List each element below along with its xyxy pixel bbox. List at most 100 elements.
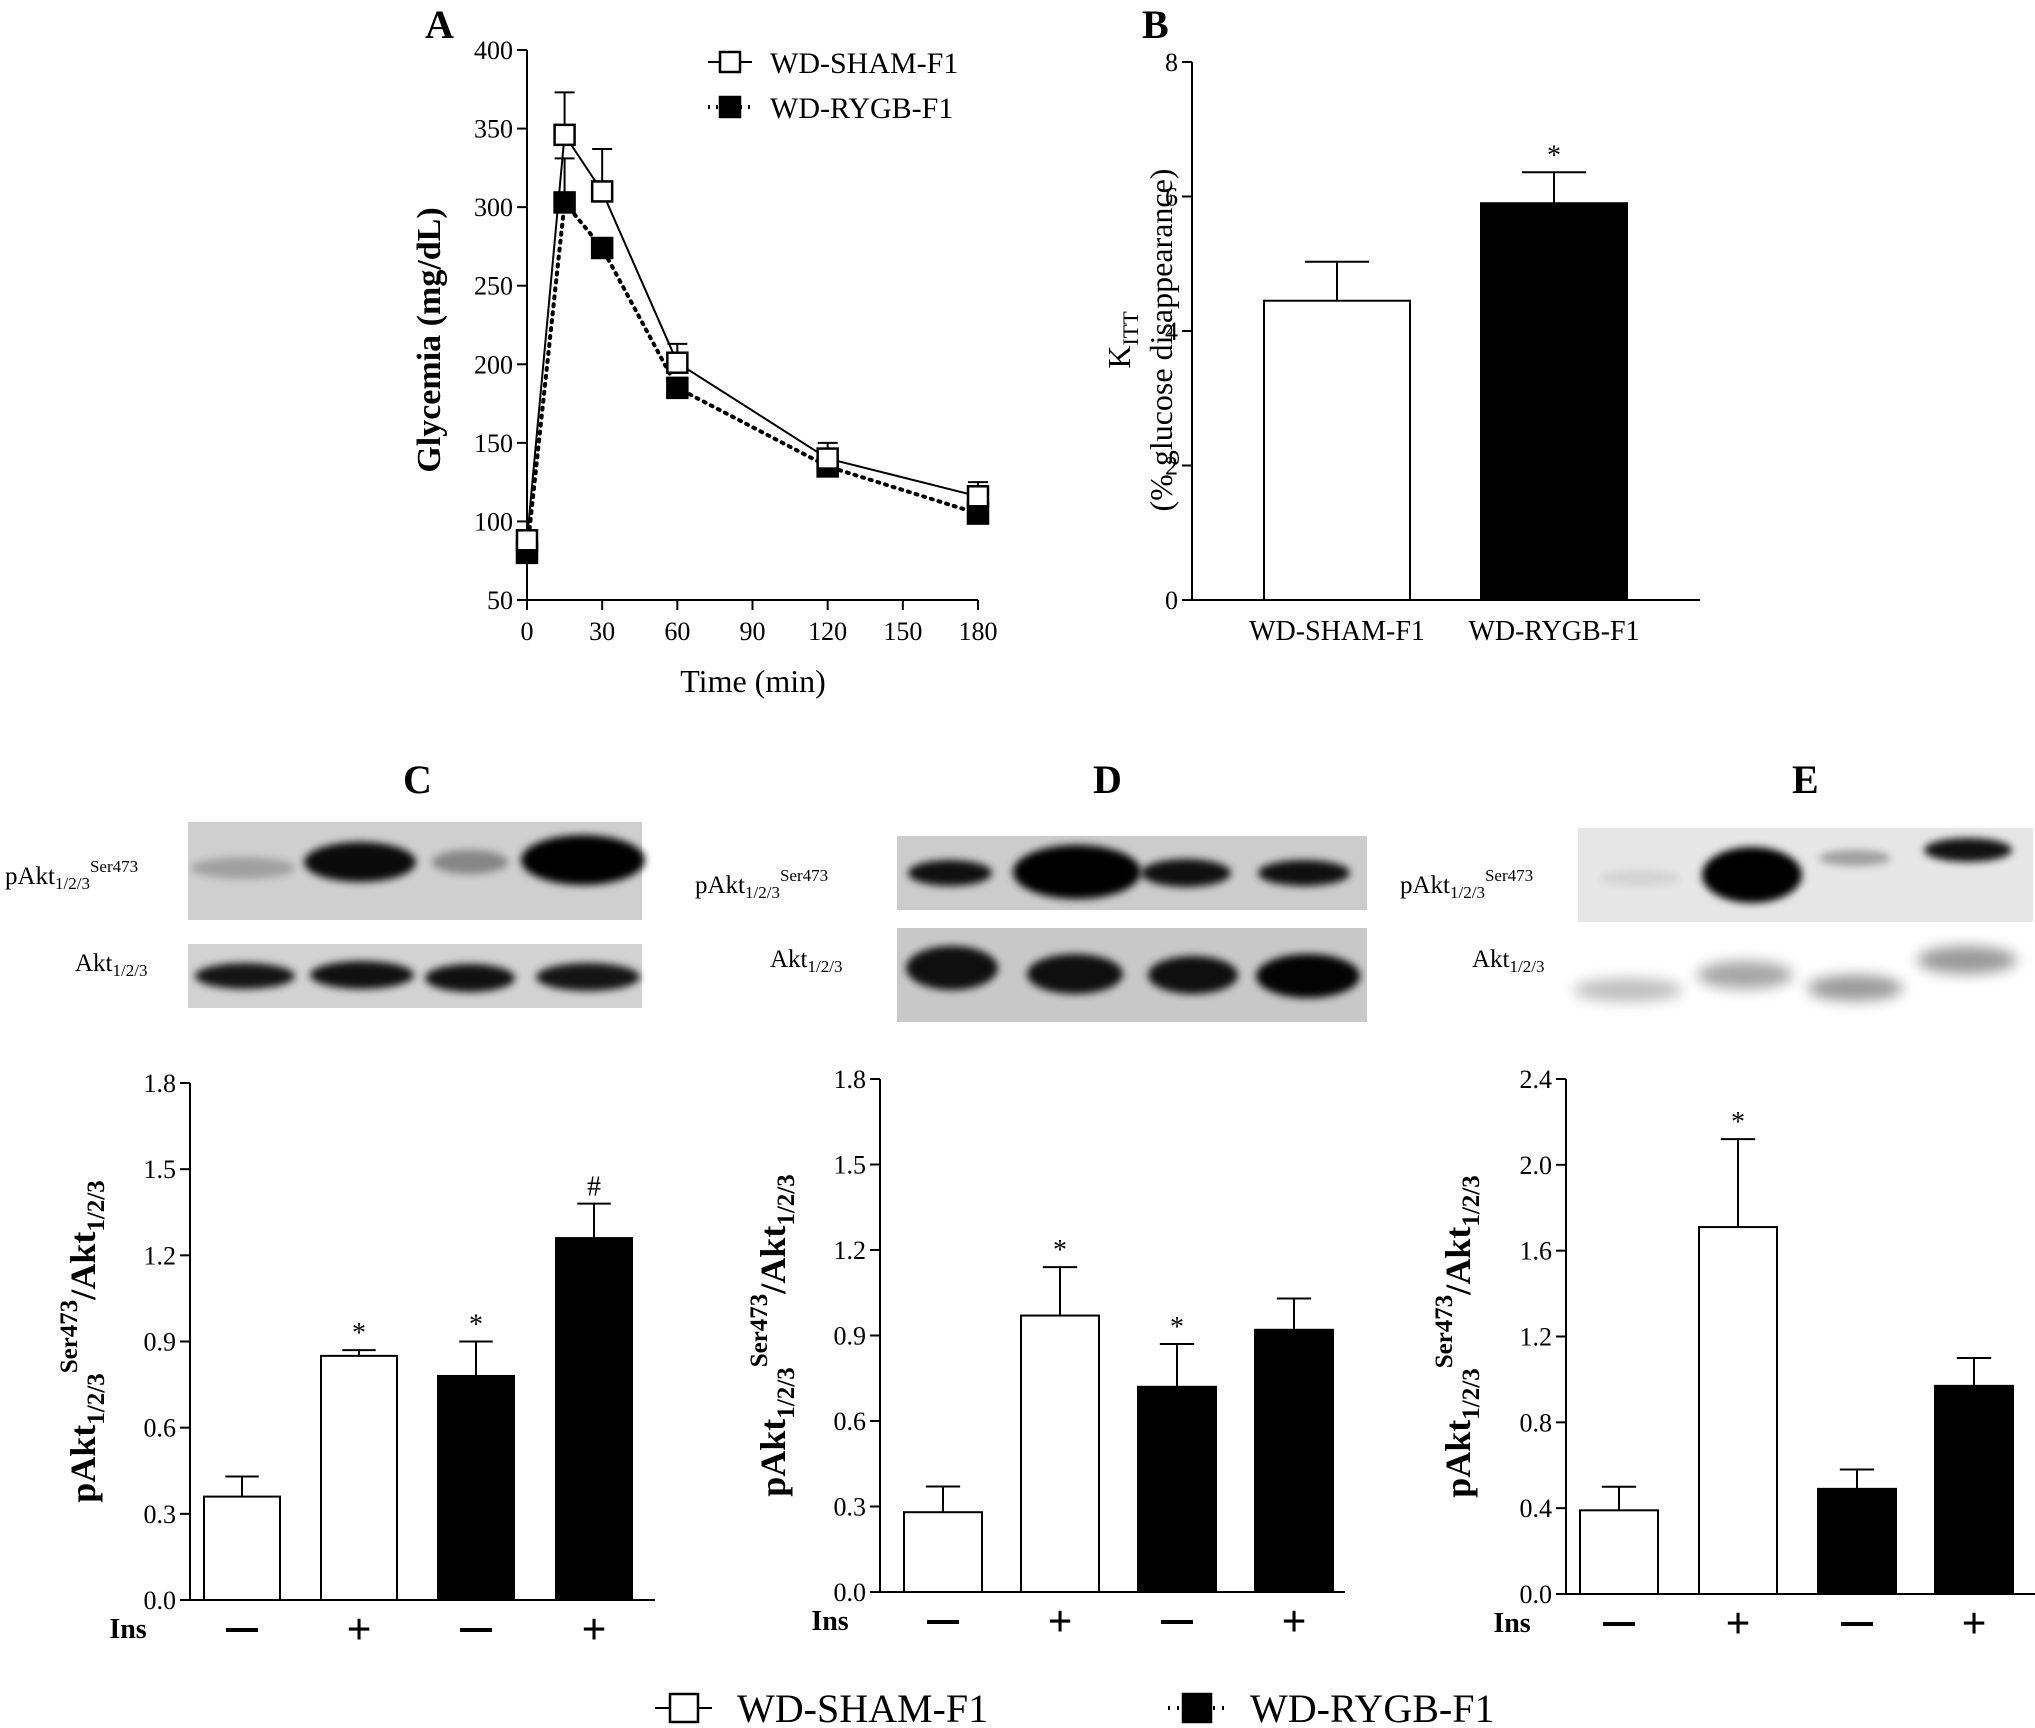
panel-d-ins-plus: + [1281,1597,1306,1646]
panel-a-xtick-label: 30 [589,617,615,646]
panel-c-annotation: # [587,1172,601,1203]
blot-e-pakt-band [1702,847,1802,903]
panel-d-ytick-label: 1.2 [834,1236,867,1265]
panel-a-xtick-label: 180 [959,617,998,646]
panel-c-ytick-label: 1.2 [144,1241,177,1270]
panel-b-ylabel-line2: (% glucose disappearance) [1143,169,1179,512]
panel-b-ytick-label: 0 [1165,586,1178,615]
panel-d-ylabel: pAkt1/2/3Ser473/Akt1/2/3 [746,1174,800,1496]
panel-e-bar [1934,1384,2014,1595]
blot-e-pakt-band [1600,870,1680,886]
panel-c-bar [555,1237,633,1601]
panel-c-ylabel-part: pAkt [63,1425,103,1503]
panel-a-ytick-label: 50 [487,586,513,615]
panel-c-ytick-label: 1.8 [144,1069,177,1098]
panel-e-bar [1817,1487,1897,1595]
panel-c-bar-chart: 0.00.30.60.91.21.51.8* *#Ins + +pAkt1/2/3Se… [56,1069,655,1654]
blot-e-pakt-band [1924,838,2012,862]
panel-d-ytick-label: 0.6 [834,1407,867,1436]
panel-e-ins-plus: + [1725,1599,1750,1648]
panel-a-rygb-point [666,376,689,400]
panel-a-ytick-label: 350 [474,115,513,144]
panel-d-bar [903,1511,983,1593]
blot-d-pakt-band [1141,859,1231,887]
blot-e-akt-band [1807,975,1903,1001]
panel-c-ylabel-part: 1/2/3 [83,1373,110,1424]
panel-c-annotation: * [469,1310,483,1341]
panel-e-ins-minus [1603,1622,1635,1626]
panel-e-bar-chart: 0.00.40.81.21.62.02.4*Ins + +pAkt1/2/3Ser4… [1431,1065,2035,1648]
panel-a-ytick-label: 150 [474,429,513,458]
panel-e-ylabel-part: Ser473 [1431,1295,1458,1369]
figure-legend-rygb-marker [1181,1692,1213,1724]
legend-sham-label: WD-SHAM-F1 [770,47,958,80]
blot-c-akt-band [425,964,515,992]
blot-e-akt-band [1573,978,1683,1002]
panel-a-ytick-label: 400 [474,36,513,65]
panel-letter-a: A [425,2,454,47]
panel-c-ins-minus [460,1628,492,1632]
panel-e-ytick-label: 0.0 [1520,1580,1553,1609]
panel-d-ytick-label: 0.3 [834,1493,867,1522]
panel-c-bar [437,1374,515,1602]
panel-a-xtick-label: 90 [740,617,766,646]
panel-a-rygb-line [525,197,980,555]
panel-c-annotation: * [352,1318,366,1349]
panel-a-xtick-label: 150 [883,617,922,646]
panel-d-ylabel-part: 1/2/3 [773,1367,800,1418]
blot-d-akt-band [1256,954,1360,998]
panel-a-xtick-label: 0 [521,617,534,646]
panel-c-ins-plus: + [346,1605,371,1654]
panel-b-category-label: WD-SHAM-F1 [1249,616,1425,647]
panel-c-ytick-label: 1.5 [144,1155,177,1184]
blot-c-akt-band [310,961,414,989]
panel-e-ylabel: pAkt1/2/3Ser473/Akt1/2/3 [1431,1175,1485,1497]
panel-b-bar-chart: KITT (% glucose disappearance) 0 2 4 6 8 * WD-… [1101,48,1700,647]
panel-c-ylabel-part: /Akt [63,1232,103,1301]
blot-c-pakt-band [521,835,645,885]
blot-d-pakt-band [1013,845,1141,899]
panel-a-sham-point [590,180,614,203]
panel-a-rygb-point [553,191,576,214]
panel-b-category-label: WD-RYGB-F1 [1468,616,1639,647]
panel-b-bar [1263,299,1411,601]
panel-d-ylabel-part: Ser473 [746,1294,773,1368]
panel-a-ytick-label: 300 [474,193,513,222]
panel-c-ins-plus: + [581,1605,606,1654]
panel-a-legend: WD-SHAM-F1 WD-RYGB-F1 [708,47,958,125]
blot-d-akt-label: Akt1/2/3 [770,946,843,976]
panel-e-ylabel-part: 1/2/3 [1458,1368,1485,1419]
panel-c-bar [203,1495,281,1601]
blot-e-akt-label: Akt1/2/3 [1472,946,1545,976]
panel-a-line-chart: Glycemia (mg/dL) Time (min) WD-SHAM-F1 W… [411,36,998,699]
panel-d-annotation: * [1053,1235,1067,1266]
panel-letter-e: E [1792,757,1819,802]
panel-d-ylabel-part: 1/2/3 [773,1174,800,1225]
panel-a-rygb-point [590,236,614,260]
panel-d-ins-minus [1161,1620,1193,1624]
panel-letter-c: C [403,757,432,802]
panel-a-ytick-label: 100 [474,507,513,536]
panel-e-ytick-label: 0.8 [1520,1408,1553,1437]
blot-d-pakt-label: pAkt1/2/3Ser473 [695,866,829,902]
panel-b-ytick-label: 8 [1165,48,1178,77]
panel-d-ytick-label: 0.9 [834,1322,867,1351]
western-blots [188,822,2033,1030]
figure-legend-sham-marker [668,1692,700,1724]
panel-a-xtick-label: 120 [808,617,847,646]
panel-d-ytick-label: 1.5 [834,1151,867,1180]
panel-e-ins-minus [1841,1622,1873,1626]
panel-c-ylabel-part: Ser473 [56,1300,83,1374]
panel-c-ytick-label: 0.9 [144,1328,177,1357]
panel-c-ylabel: pAkt1/2/3Ser473/Akt1/2/3 [56,1180,110,1502]
panel-d-bar [1137,1385,1217,1594]
blot-d-akt-band [1148,956,1238,994]
panel-c-bar [320,1354,398,1601]
legend-sham-marker [718,50,742,74]
panel-b-ytick-label: 2 [1165,452,1178,481]
panel-d-annotation: * [1170,1312,1184,1343]
blot-e-akt-band [1697,961,1793,989]
panel-b-annotation: * [1547,140,1561,171]
panel-e-ytick-label: 2.4 [1520,1065,1553,1094]
